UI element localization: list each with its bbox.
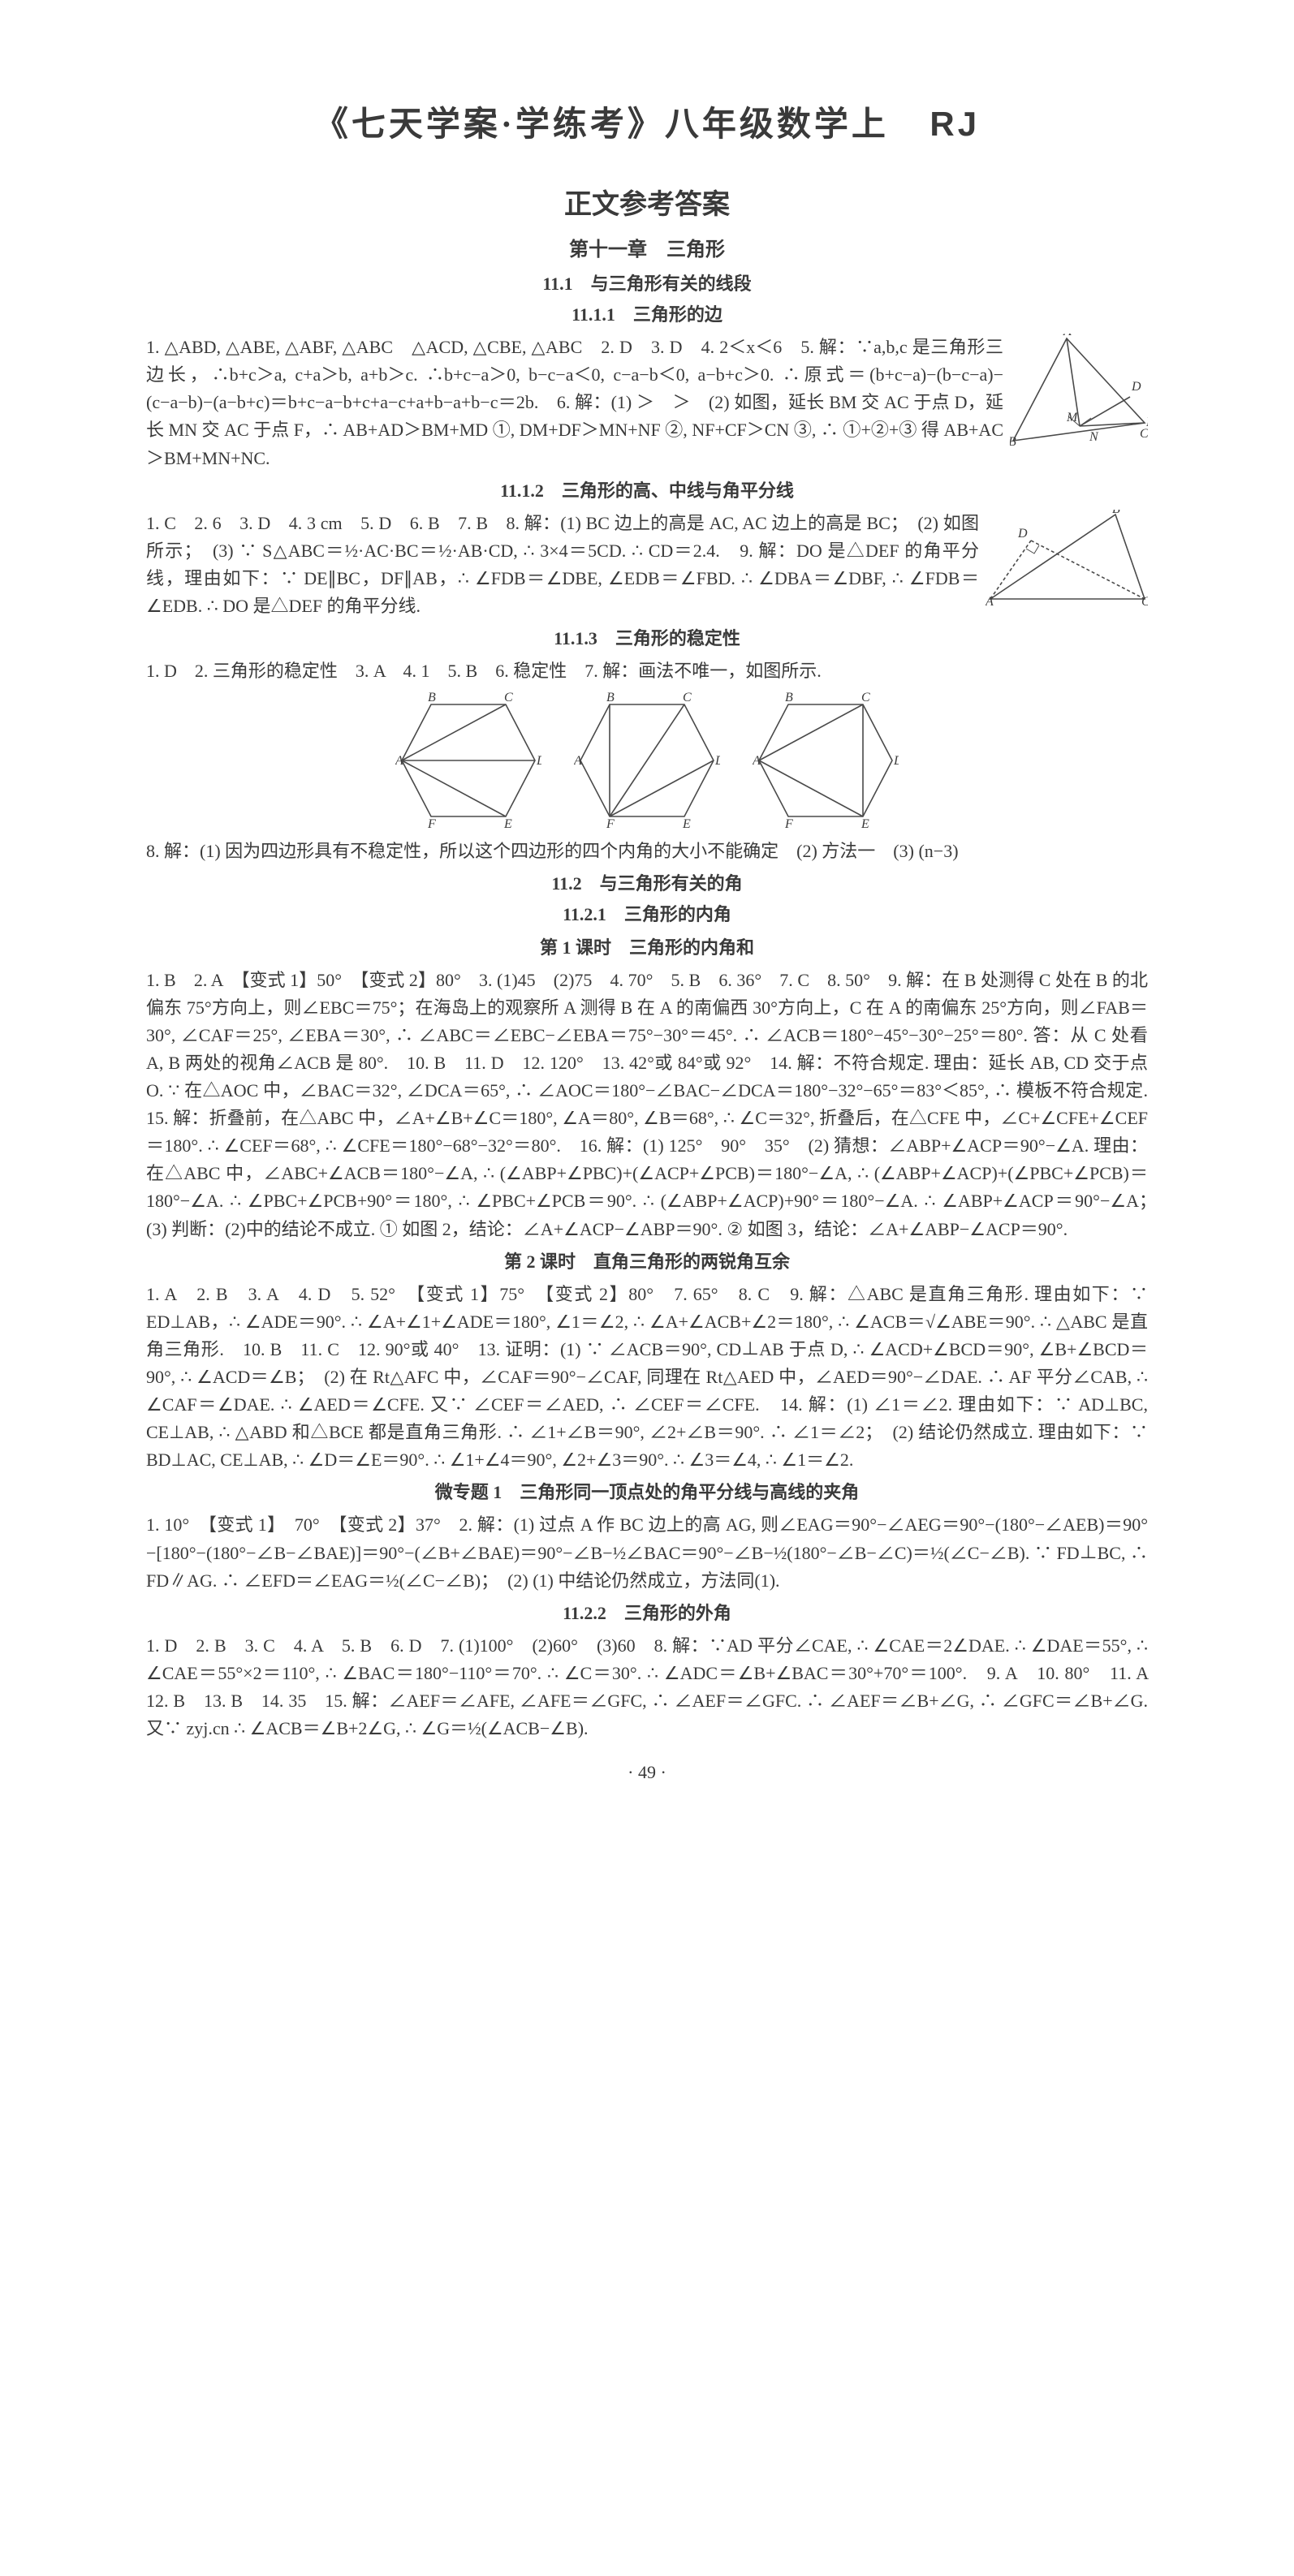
svg-text:A: A [395,754,403,768]
svg-text:C: C [1141,595,1148,607]
svg-text:C: C [861,691,870,704]
lesson2-title: 第 2 课时 直角三角形的两锐角互余 [146,1248,1148,1276]
block-11-1-3-a: 1. D 2. 三角形的稳定性 3. A 4. 1 5. B 6. 稳定性 7.… [146,657,1148,685]
svg-text:B: B [785,691,793,704]
micro1-title: 微专题 1 三角形同一顶点处的角平分线与高线的夹角 [146,1479,1148,1506]
svg-text:B: B [606,691,615,704]
section-11-1-3-title: 11.1.3 三角形的稳定性 [146,625,1148,653]
svg-text:A: A [753,754,761,768]
hexagon-figure-2: B C A D F E [574,691,720,829]
svg-text:E: E [503,817,512,829]
section-11-1-1-title: 11.1.1 三角形的边 [146,301,1148,329]
svg-text:B: B [1010,435,1016,447]
block-11-1-1: A D F M N B C 1. △ABD, △ABE, △ABF, △ABC … [146,334,1148,472]
hexagon-figure-3: B C A D F E [753,691,899,829]
svg-text:D: D [893,754,899,768]
triangle-figure-2: B D A C [986,510,1148,607]
svg-text:E: E [861,817,869,829]
section-11-2-1-title: 11.2.1 三角形的内角 [146,901,1148,928]
page-number: · 49 · [146,1759,1148,1786]
svg-text:F: F [427,817,436,829]
svg-text:A: A [574,754,582,768]
hexagon-figure-1: B C A D F E [395,691,541,829]
block-lesson1: 1. B 2. A 【变式 1】50° 【变式 2】80° 3. (1)45 (… [146,967,1148,1243]
section-11-2-title: 11.2 与三角形有关的角 [146,870,1148,898]
text-11-1-1: 1. △ABD, △ABE, △ABF, △ABC △ACD, △CBE, △A… [146,337,1003,467]
text-11-1-2: 1. C 2. 6 3. D 4. 3 cm 5. D 6. B 7. B 8.… [146,513,979,616]
text-micro1: 1. 10° 【变式 1】 70° 【变式 2】37° 2. 解：(1) 过点 … [146,1514,1148,1590]
hex-figures-row: B C A D F E B C A D F E B C A D F E [146,691,1148,829]
svg-text:A: A [986,595,994,607]
svg-text:D: D [1017,527,1028,541]
text-11-1-3-b: 8. 解：(1) 因为四边形具有不稳定性，所以这个四边形的四个内角的大小不能确定… [146,841,959,861]
triangle-figure-1: A D F M N B C [1010,334,1148,447]
svg-text:C: C [504,691,513,704]
svg-text:D: D [714,754,720,768]
svg-text:F: F [606,817,615,829]
text-11-1-3-a: 1. D 2. 三角形的稳定性 3. A 4. 1 5. B 6. 稳定性 7.… [146,661,822,681]
section-11-1-title: 11.1 与三角形有关的线段 [146,270,1148,298]
lesson1-title: 第 1 课时 三角形的内角和 [146,934,1148,962]
book-title-text: 《七天学案·学练考》八年级数学上 [314,106,889,144]
book-tag: RJ [930,105,980,143]
svg-text:D: D [536,754,541,768]
svg-text:M: M [1066,411,1079,424]
text-11-2-2: 1. D 2. B 3. C 4. A 5. B 6. D 7. (1)100°… [146,1635,1166,1738]
text-lesson2: 1. A 2. B 3. A 4. D 5. 52° 【变式 1】75° 【变式… [146,1284,1148,1471]
svg-text:C: C [683,691,692,704]
svg-text:E: E [682,817,691,829]
svg-text:C: C [1140,427,1148,441]
chapter-name: 三角形 [666,239,725,261]
section-11-1-2-title: 11.1.2 三角形的高、中线与角平分线 [146,477,1148,505]
block-11-2-2: 1. D 2. B 3. C 4. A 5. B 6. D 7. (1)100°… [146,1632,1148,1742]
svg-text:A: A [1063,334,1072,338]
text-lesson1: 1. B 2. A 【变式 1】50° 【变式 2】80° 3. (1)45 (… [146,970,1166,1239]
svg-text:N: N [1089,430,1099,444]
svg-text:B: B [1112,510,1120,516]
section-11-2-2-title: 11.2.2 三角形的外角 [146,1600,1148,1627]
chapter-num: 第十一章 [569,239,647,261]
svg-text:B: B [428,691,436,704]
block-micro1: 1. 10° 【变式 1】 70° 【变式 2】37° 2. 解：(1) 过点 … [146,1511,1148,1594]
block-lesson2: 1. A 2. B 3. A 4. D 5. 52° 【变式 1】75° 【变式… [146,1281,1148,1475]
book-title: 《七天学案·学练考》八年级数学上 RJ [146,97,1148,152]
block-11-1-3-b: 8. 解：(1) 因为四边形具有不稳定性，所以这个四边形的四个内角的大小不能确定… [146,838,1148,865]
block-11-1-2: B D A C 1. C 2. 6 3. D 4. 3 cm 5. D 6. B… [146,510,1148,620]
svg-text:D: D [1131,380,1141,394]
answers-heading: 正文参考答案 [146,184,1148,227]
svg-text:F: F [784,817,793,829]
chapter-title: 第十一章 三角形 [146,235,1148,265]
